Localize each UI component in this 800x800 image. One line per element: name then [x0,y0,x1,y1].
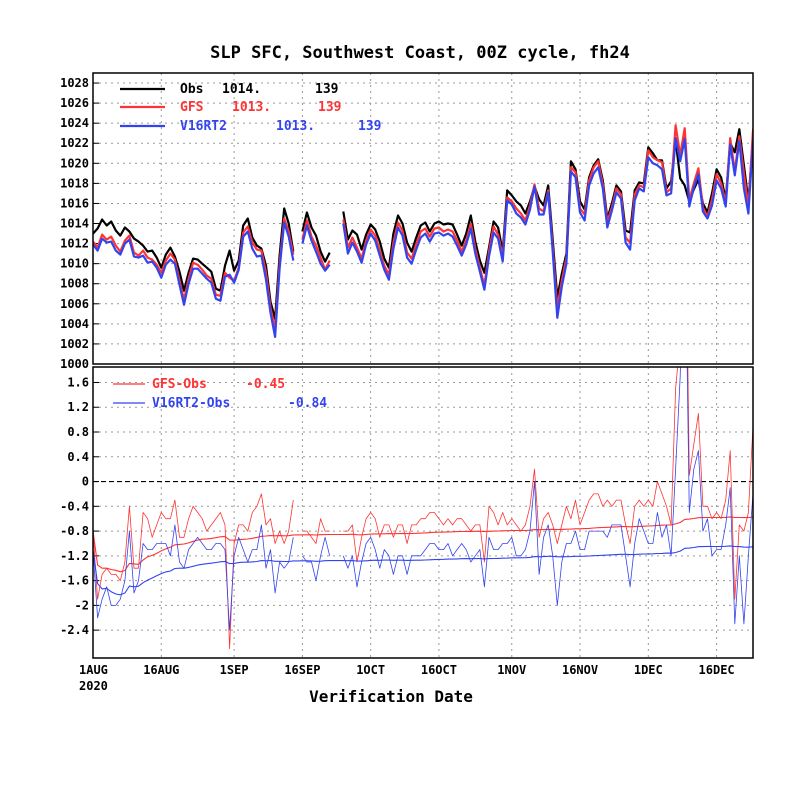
x-tick-label: 16AUG [143,663,179,677]
top-y-tick-label: 1000 [60,357,89,371]
bottom-y-tick-label: 1.2 [67,400,89,414]
bottom-legend: GFS-Obs -0.45 V16RT2-Obs -0.84 [113,377,327,411]
bottom-y-tick-label: -2.4 [60,623,89,637]
legend-label-gfs-obs: GFS-Obs [152,377,207,392]
x-tick-label: 16NOV [562,663,598,677]
legend-mean-gfs-obs: -0.45 [246,377,285,392]
running-mean-v16rt2-obs [93,545,753,596]
bottom-y-tick-label: -1.6 [60,574,89,588]
series-gfs-obs [93,367,753,650]
top-y-tick-label: 1028 [60,76,89,90]
x-tick-label: 16SEP [284,663,320,677]
top-y-tick-label: 1002 [60,337,89,351]
x-axis-title: Verification Date [309,687,473,706]
legend-count-gfs: 139 [318,100,341,115]
x-axis-ticks: 1AUG 16AUG 1SEP 16SEP 1OCT 16OCT 1NOV 16NOV 1DEC… [79,663,735,677]
legend-label-gfs: GFS [180,100,204,115]
legend-label-v16rt2-obs: V16RT2-Obs [152,396,230,411]
top-panel-y-ticks: 1000 1002 1004 1006 1008 1010 1012 1014 1016 1018… [60,76,99,371]
bottom-panel: -2.4 -2 -1.6 -1.2 -0.8 -0.4 0 0.4 0.8 1.2 1.6 GFS-… [60,366,754,659]
legend-mean-v16rt2: 1013. [276,119,315,134]
x-tick-label: 1OCT [356,663,385,677]
top-y-tick-label: 1024 [60,116,89,130]
bottom-y-tick-label: -0.4 [60,499,89,513]
bottom-y-tick-label: -0.8 [60,524,89,538]
running-mean-gfs-obs [93,516,753,573]
top-y-tick-label: 1004 [60,317,89,331]
x-tick-label: 1DEC [634,663,663,677]
bottom-y-tick-label: -1.2 [60,549,89,563]
top-panel-series [93,124,753,338]
top-panel-frame [92,72,754,365]
x-tick-label: 1SEP [220,663,249,677]
top-legend: Obs 1014. 139 GFS 1013. 139 V16RT2 1013.… [120,82,381,134]
bottom-panel-frame [92,366,754,659]
bottom-y-tick-label: -2 [75,598,89,612]
top-panel-grid [93,73,753,364]
top-y-tick-label: 1006 [60,297,89,311]
series-v16rt2-obs [93,367,753,631]
legend-label-obs: Obs [180,82,203,97]
bottom-series-clip [93,367,753,650]
legend-mean-gfs: 1013. [232,100,271,115]
legend-mean-v16rt2-obs: -0.84 [288,396,327,411]
bottom-y-tick-label: 0.4 [67,450,89,464]
series-v16rt2 [93,137,753,338]
x-tick-label: 16DEC [699,663,735,677]
top-y-tick-label: 1026 [60,96,89,110]
top-y-tick-label: 1008 [60,277,89,291]
top-panel: 1000 1002 1004 1006 1008 1010 1012 1014 1016 1018… [60,72,754,371]
bottom-y-tick-label: 1.6 [67,375,89,389]
bottom-panel-y-ticks: -2.4 -2 -1.6 -1.2 -0.8 -0.4 0 0.4 0.8 1.2 1.6 [60,375,99,637]
x-tick-label: 16OCT [421,663,457,677]
top-y-tick-label: 1022 [60,136,89,150]
top-y-tick-label: 1010 [60,257,89,271]
top-series-clip [93,124,753,338]
top-y-tick-label: 1016 [60,196,89,210]
chart-title: SLP SFC, Southwest Coast, 00Z cycle, fh2… [210,43,630,63]
top-y-tick-label: 1018 [60,176,89,190]
legend-count-obs: 139 [315,82,338,97]
legend-count-v16rt2: 139 [358,119,381,134]
x-tick-label: 1AUG [79,663,108,677]
legend-label-v16rt2: V16RT2 [180,119,227,134]
bottom-y-tick-label: 0.8 [67,425,89,439]
bottom-y-tick-label: 0 [82,475,89,489]
legend-mean-obs: 1014. [222,82,261,97]
top-y-tick-label: 1012 [60,237,89,251]
bottom-panel-series [93,367,753,650]
x-tick-label: 1NOV [497,663,526,677]
top-y-tick-label: 1014 [60,217,89,231]
top-y-tick-label: 1020 [60,156,89,170]
x-axis-year: 2020 [79,679,108,693]
